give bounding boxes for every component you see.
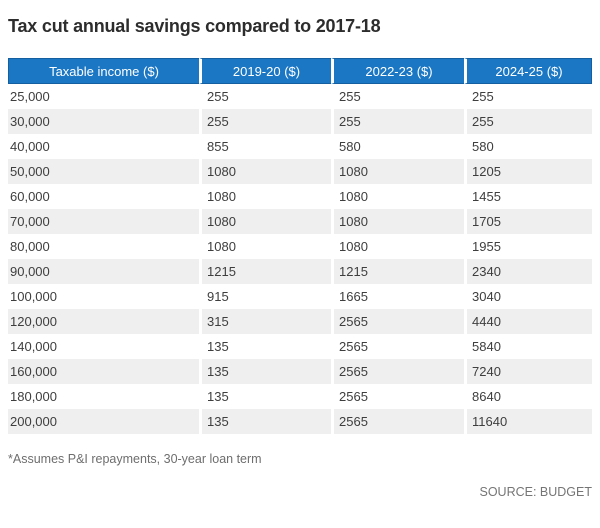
row-value-cell: 855 — [199, 134, 331, 159]
row-value-cell: 1205 — [464, 159, 592, 184]
row-value-cell: 7240 — [464, 359, 592, 384]
row-value-cell: 255 — [331, 84, 464, 109]
row-value-cell: 915 — [199, 284, 331, 309]
table-row: 30,000 255 255 255 — [8, 109, 592, 134]
row-value-cell: 2565 — [331, 334, 464, 359]
table-row: 120,000 315 2565 4440 — [8, 309, 592, 334]
row-value-cell: 255 — [199, 109, 331, 134]
table-row: 60,000 1080 1080 1455 — [8, 184, 592, 209]
row-value-cell: 4440 — [464, 309, 592, 334]
table-footnote: *Assumes P&I repayments, 30-year loan te… — [8, 452, 262, 466]
row-income-cell: 160,000 — [8, 359, 199, 384]
row-value-cell: 1080 — [331, 209, 464, 234]
table-row: 200,000 135 2565 11640 — [8, 409, 592, 434]
row-income-cell: 120,000 — [8, 309, 199, 334]
row-value-cell: 11640 — [464, 409, 592, 434]
row-value-cell: 135 — [199, 359, 331, 384]
row-value-cell: 255 — [464, 84, 592, 109]
table-row: 25,000 255 255 255 — [8, 84, 592, 109]
table-header-row: Taxable income ($) 2019-20 ($) 2022-23 ($)… — [8, 58, 592, 84]
source-credit: SOURCE: BUDGET — [479, 485, 592, 499]
row-income-cell: 180,000 — [8, 384, 199, 409]
table-body: 25,000 255 255 255 30,000 255 255 255 40,000 855 5… — [8, 84, 592, 434]
row-value-cell: 1080 — [199, 159, 331, 184]
row-value-cell: 1955 — [464, 234, 592, 259]
row-value-cell: 580 — [331, 134, 464, 159]
row-value-cell: 2340 — [464, 259, 592, 284]
column-header-2: 2022-23 ($) — [331, 58, 464, 84]
table-row: 80,000 1080 1080 1955 — [8, 234, 592, 259]
column-header-1: 2019-20 ($) — [199, 58, 331, 84]
row-value-cell: 3040 — [464, 284, 592, 309]
table-row: 180,000 135 2565 8640 — [8, 384, 592, 409]
table-row: 70,000 1080 1080 1705 — [8, 209, 592, 234]
row-income-cell: 100,000 — [8, 284, 199, 309]
row-value-cell: 5840 — [464, 334, 592, 359]
row-income-cell: 30,000 — [8, 109, 199, 134]
row-income-cell: 60,000 — [8, 184, 199, 209]
row-value-cell: 2565 — [331, 359, 464, 384]
page-title: Tax cut annual savings compared to 2017-… — [8, 16, 381, 36]
row-income-cell: 90,000 — [8, 259, 199, 284]
row-value-cell: 1080 — [199, 184, 331, 209]
row-value-cell: 2565 — [331, 309, 464, 334]
row-value-cell: 315 — [199, 309, 331, 334]
table-row: 100,000 915 1665 3040 — [8, 284, 592, 309]
table-header: Taxable income ($) 2019-20 ($) 2022-23 ($)… — [8, 58, 592, 84]
table-row: 160,000 135 2565 7240 — [8, 359, 592, 384]
row-value-cell: 255 — [331, 109, 464, 134]
row-income-cell: 80,000 — [8, 234, 199, 259]
row-value-cell: 1215 — [331, 259, 464, 284]
row-value-cell: 1080 — [331, 184, 464, 209]
row-income-cell: 50,000 — [8, 159, 199, 184]
row-value-cell: 2565 — [331, 384, 464, 409]
row-value-cell: 135 — [199, 384, 331, 409]
column-header-3: 2024-25 ($) — [464, 58, 592, 84]
row-value-cell: 1455 — [464, 184, 592, 209]
row-income-cell: 25,000 — [8, 84, 199, 109]
row-value-cell: 1665 — [331, 284, 464, 309]
table-row: 90,000 1215 1215 2340 — [8, 259, 592, 284]
table-row: 50,000 1080 1080 1205 — [8, 159, 592, 184]
row-value-cell: 1080 — [199, 234, 331, 259]
table-row: 140,000 135 2565 5840 — [8, 334, 592, 359]
column-header-0: Taxable income ($) — [8, 58, 199, 84]
row-value-cell: 255 — [464, 109, 592, 134]
row-value-cell: 1215 — [199, 259, 331, 284]
row-value-cell: 255 — [199, 84, 331, 109]
row-value-cell: 135 — [199, 409, 331, 434]
row-value-cell: 1080 — [331, 234, 464, 259]
row-value-cell: 8640 — [464, 384, 592, 409]
tax-savings-table: Taxable income ($) 2019-20 ($) 2022-23 ($)… — [8, 58, 592, 434]
row-value-cell: 1080 — [199, 209, 331, 234]
row-income-cell: 200,000 — [8, 409, 199, 434]
row-income-cell: 40,000 — [8, 134, 199, 159]
table-row: 40,000 855 580 580 — [8, 134, 592, 159]
row-income-cell: 70,000 — [8, 209, 199, 234]
row-value-cell: 2565 — [331, 409, 464, 434]
row-value-cell: 1080 — [331, 159, 464, 184]
row-value-cell: 1705 — [464, 209, 592, 234]
row-value-cell: 580 — [464, 134, 592, 159]
row-value-cell: 135 — [199, 334, 331, 359]
row-income-cell: 140,000 — [8, 334, 199, 359]
